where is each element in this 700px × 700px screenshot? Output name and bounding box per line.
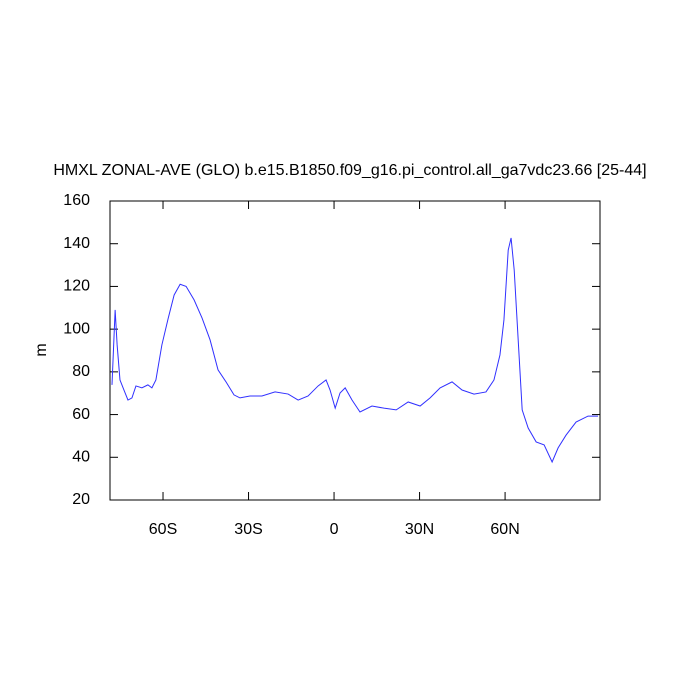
y-tick-label: 60 <box>72 406 90 423</box>
data-line <box>111 237 599 464</box>
y-tick-label: 20 <box>72 491 90 508</box>
plot-frame <box>109 200 601 501</box>
y-tick-label: 100 <box>63 320 90 337</box>
y-axis-label: m <box>33 343 50 356</box>
x-tick-label: 60N <box>490 521 519 538</box>
x-tick-label: 0 <box>330 521 339 538</box>
x-tick-label: 60S <box>149 521 177 538</box>
x-tick-label: 30N <box>405 521 434 538</box>
y-tick-label: 140 <box>63 235 90 252</box>
y-tick-label: 80 <box>72 363 90 380</box>
y-tick-label: 40 <box>72 449 90 466</box>
x-tick-label: 30S <box>234 521 262 538</box>
y-tick-label: 160 <box>63 192 90 209</box>
chart-title: HMXL ZONAL-AVE (GLO) b.e15.B1850.f09_g16… <box>53 162 646 179</box>
y-tick-label: 120 <box>63 278 90 295</box>
